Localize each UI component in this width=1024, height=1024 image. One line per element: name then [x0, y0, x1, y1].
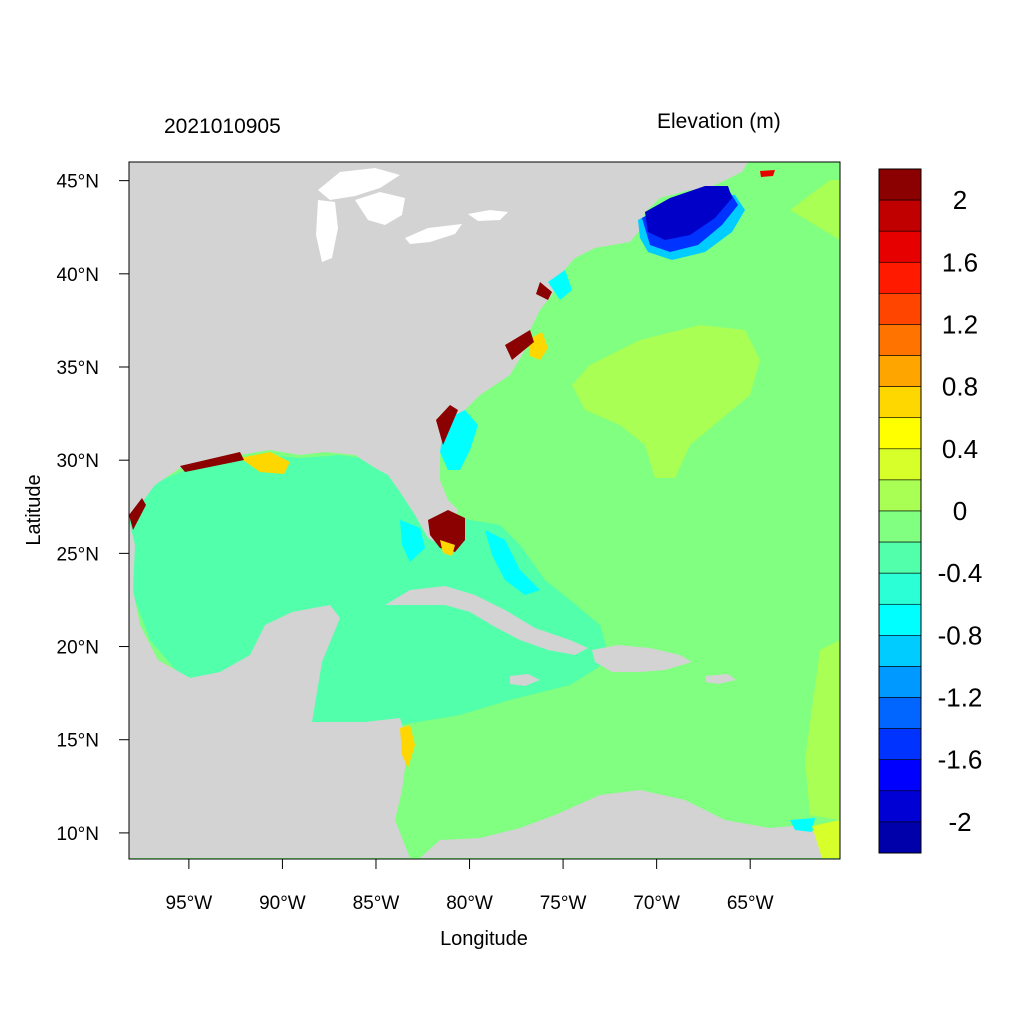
date-label: 2021010905: [164, 115, 281, 138]
land-north-america: [129, 162, 748, 545]
colorbar-tick-label: -1.2: [938, 683, 983, 713]
colorbar-swatch: [878, 697, 922, 729]
colorbar-tick-label: 1.2: [942, 309, 978, 339]
longitude-axis: 95°W 90°W 85°W 80°W 75°W 70°W 65°W: [166, 859, 774, 914]
map-frame: [128, 161, 841, 860]
raised-elevation-east-edge: [790, 180, 840, 240]
colorbar-tick-label: 0.8: [942, 372, 978, 402]
surge-texas-fringe: [129, 498, 146, 530]
yellow-southeast-corner: [812, 820, 840, 858]
colorbar-swatch: [878, 572, 922, 605]
colorbar-swatch: [878, 293, 922, 325]
shelf-bahamas: [485, 530, 540, 595]
surge-south-florida: [428, 510, 465, 552]
lon-tick-label: 95°W: [166, 893, 213, 914]
colorbar-swatch: [878, 635, 922, 667]
colorbar-swatch: [878, 355, 922, 387]
lon-tick-label: 70°W: [633, 893, 680, 914]
lon-tick-label: 85°W: [353, 893, 400, 914]
colorbar: 2 1.6 1.2 0.8 0.4 0 -0.4 -0.8 -1.2 -1.6 -2: [878, 168, 983, 854]
colorbar-swatch: [878, 230, 922, 263]
colorbar-swatch: [878, 479, 922, 512]
lat-tick-label: 45°N: [57, 172, 99, 193]
shelf-caribbean-south: [790, 818, 815, 832]
colorbar-swatch: [878, 541, 922, 574]
land-masses: [129, 162, 840, 858]
shelf-mid-atlantic: [548, 270, 572, 300]
lake-michigan: [316, 200, 338, 262]
colorbar-frame: [878, 168, 922, 854]
colorbar-swatch: [878, 510, 922, 543]
colorbar-swatch: [878, 666, 922, 698]
colorbar-tick-label: 0.4: [942, 434, 978, 464]
colorbar-tick-label: 1.6: [942, 247, 978, 277]
colorbar-tick-label: -0.8: [938, 620, 983, 650]
raised-elevation-southeast-edge: [805, 640, 840, 820]
land-hispaniola: [592, 645, 692, 672]
lon-tick-label: 65°W: [727, 893, 774, 914]
colorbar-swatch: [878, 386, 922, 419]
surge-mid-atlantic-fringe: [536, 282, 552, 300]
lat-tick-label: 30°N: [57, 451, 99, 472]
red-northeast-patch: [760, 170, 775, 177]
shelf-florida-west: [400, 520, 425, 562]
colorbar-swatch: [878, 261, 922, 294]
colorbar-swatch: [878, 199, 922, 232]
low-anomaly-core: [645, 186, 732, 240]
colorbar-swatch: [878, 168, 922, 201]
lat-tick-label: 10°N: [57, 824, 99, 845]
y-axis-label: Latitude: [23, 474, 45, 545]
map-area: [129, 162, 840, 859]
warm-south-florida-tip: [440, 540, 455, 556]
great-lakes: [316, 168, 508, 262]
land-jamaica: [510, 674, 540, 686]
lat-tick-label: 15°N: [57, 731, 99, 752]
lake-huron: [355, 192, 405, 225]
high-elevation-patches: [129, 170, 840, 858]
lake-superior: [318, 168, 400, 200]
colorbar-swatch: [878, 448, 922, 481]
colorbar-tick-label: 0: [953, 496, 967, 526]
colorbar-tick-label: -0.4: [938, 558, 983, 588]
warm-louisiana-coast: [240, 452, 290, 474]
colorbar-tick-label: -2: [948, 807, 971, 837]
land-mexico-central-america: [129, 520, 410, 858]
land-cuba: [385, 586, 588, 655]
variable-label: Elevation (m): [657, 110, 781, 133]
shelf-patches: [400, 270, 815, 832]
colorbar-swatch: [878, 603, 922, 636]
low-elevation-anomaly: [638, 186, 745, 260]
latitude-axis: 45°N 40°N 35°N 30°N 25°N 20°N 15°N 10°N: [57, 172, 129, 845]
x-axis-label: Longitude: [440, 928, 528, 950]
colorbar-swatch: [878, 821, 922, 854]
lon-tick-label: 90°W: [259, 893, 306, 914]
warm-central-america-coast: [400, 725, 415, 768]
lon-tick-label: 75°W: [540, 893, 587, 914]
surge-georgia-fringe: [436, 405, 458, 445]
lon-tick-label: 80°W: [446, 893, 493, 914]
lake-ontario: [468, 210, 508, 221]
colorbar-swatch: [878, 728, 922, 761]
surge-carolina-fringe: [505, 330, 534, 360]
lat-tick-label: 40°N: [57, 265, 99, 286]
land-puerto-rico: [705, 674, 736, 684]
lat-tick-label: 25°N: [57, 544, 99, 565]
lat-tick-label: 20°N: [57, 638, 99, 659]
colorbar-tick-label: -1.6: [938, 745, 983, 775]
lake-erie: [405, 224, 462, 244]
colorbar-swatch: [878, 324, 922, 356]
colorbar-swatch: [878, 417, 922, 450]
colorbar-tick-label: 2: [953, 185, 967, 215]
surge-louisiana-fringe: [180, 452, 244, 472]
colorbar-swatch: [878, 790, 922, 823]
raised-elevation-region: [572, 325, 760, 478]
lat-tick-label: 35°N: [57, 358, 99, 379]
colorbar-swatch: [878, 759, 922, 792]
land-south-america: [420, 790, 840, 858]
